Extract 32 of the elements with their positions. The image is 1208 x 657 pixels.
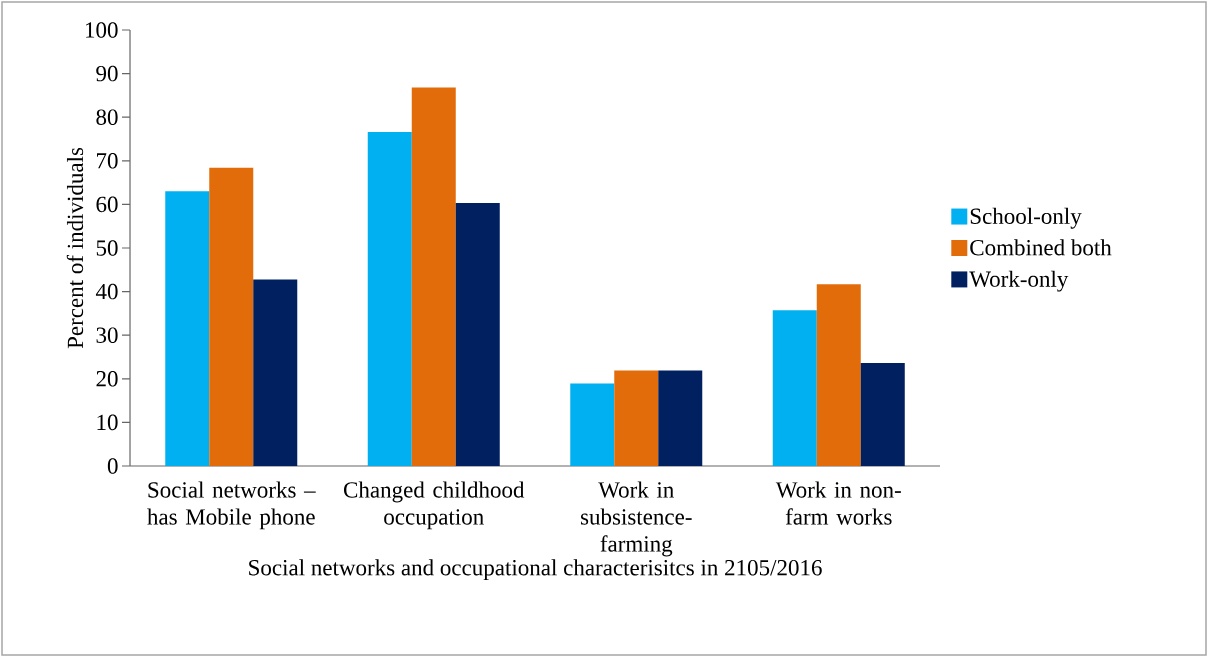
y-tick-label: 50	[96, 240, 118, 256]
y-axis-title: Percent of individuals	[66, 147, 84, 349]
y-tick-label: 80	[96, 109, 118, 125]
bar	[455, 203, 500, 466]
x-tick-label: Work in non-farm works	[775, 481, 901, 525]
x-axis-title: Social networks and occupational characterisitcs in 2105/2016	[249, 559, 822, 581]
y-tick-label: 0	[107, 458, 118, 474]
legend-label: School-only	[970, 207, 1082, 229]
x-tick-label: Work in subsistence-farming	[580, 481, 692, 557]
bar	[860, 363, 905, 466]
y-tick-label: 90	[96, 65, 118, 82]
bar	[772, 310, 817, 466]
y-tick-label: 20	[96, 371, 118, 387]
bar	[253, 279, 298, 466]
bar	[614, 370, 659, 466]
bar	[209, 167, 254, 466]
bar	[816, 284, 861, 466]
y-tick-label: 70	[97, 153, 118, 169]
y-tick-label: 40	[95, 283, 118, 300]
bar	[367, 132, 412, 466]
legend-label: Combined both	[970, 239, 1112, 256]
bar	[165, 191, 210, 466]
bar	[570, 383, 615, 466]
y-tick-label: 100	[86, 22, 118, 38]
y-tick-label: 10	[97, 414, 118, 431]
bar	[411, 87, 456, 466]
x-tick-label: Social networks – has Mobile phone	[147, 481, 316, 530]
y-tick-label: 30	[96, 327, 118, 343]
x-tick-label: Changed childhood occupation	[343, 481, 525, 530]
bar	[658, 370, 703, 466]
legend-label: Work-only	[969, 270, 1069, 292]
y-tick-label: 60	[96, 196, 118, 213]
